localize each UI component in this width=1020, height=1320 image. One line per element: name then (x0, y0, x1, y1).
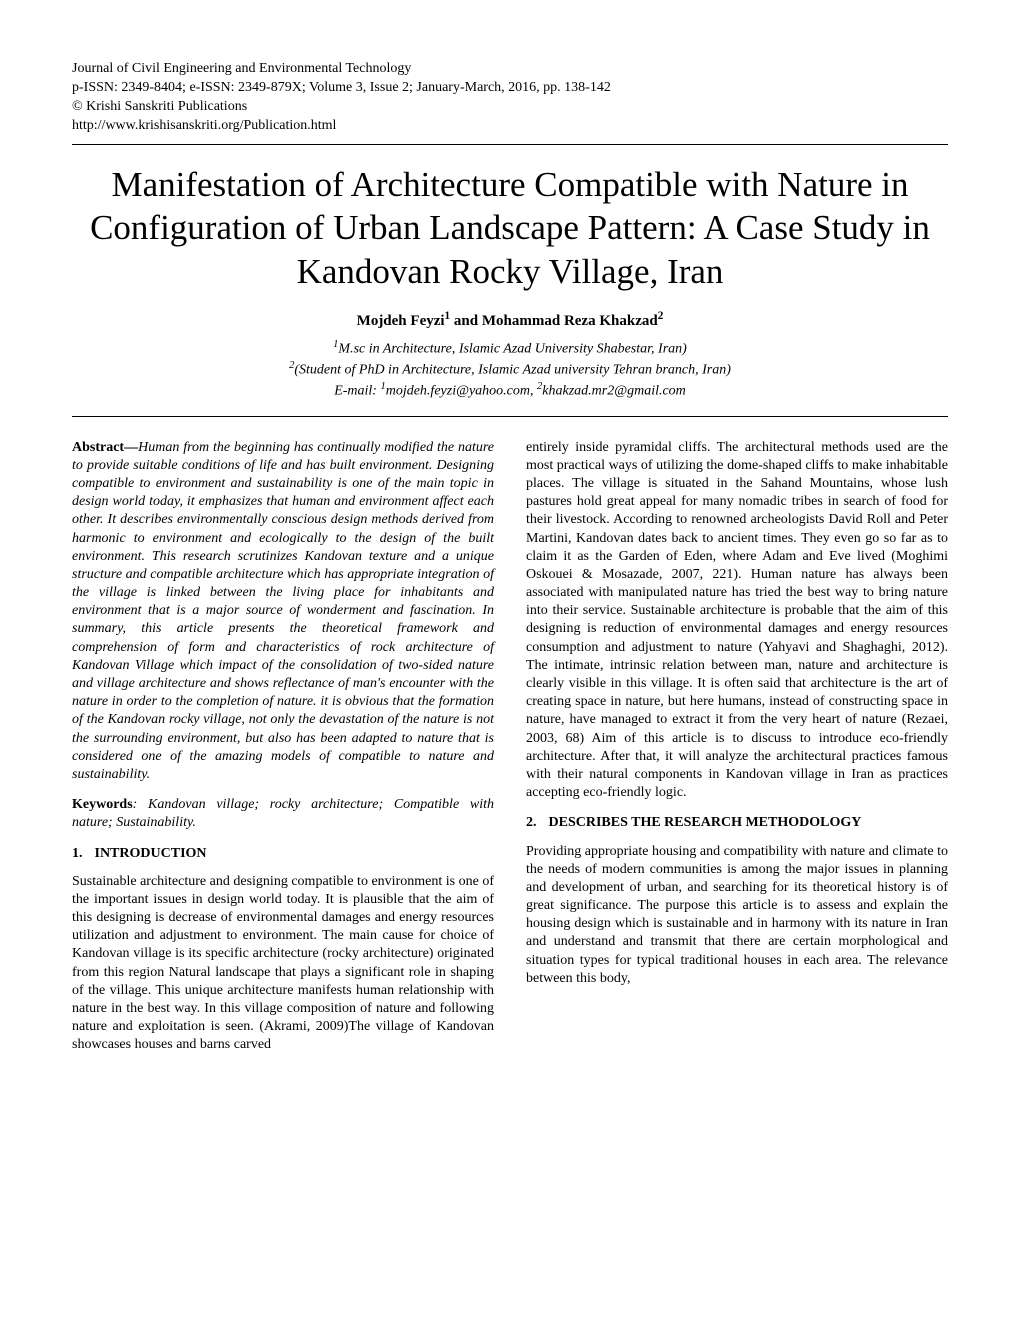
author-2-sup: 2 (658, 310, 664, 322)
methodology-para: Providing appropriate housing and compat… (526, 843, 948, 989)
affiliation-1-text: M.sc in Architecture, Islamic Azad Unive… (338, 341, 686, 356)
two-column-body: Abstract—Human from the beginning has co… (72, 439, 948, 1067)
section-2-num: 2. (526, 814, 537, 832)
affiliation-1: 1M.sc in Architecture, Islamic Azad Univ… (72, 338, 948, 359)
journal-header: Journal of Civil Engineering and Environ… (72, 60, 948, 136)
section-2-title: DESCRIBES THE RESEARCH METHODOLOGY (549, 815, 862, 830)
publication-url: http://www.krishisanskriti.org/Publicati… (72, 117, 948, 136)
authors-joiner: and (450, 313, 482, 329)
keywords-text: : Kandovan village; rocky architecture; … (72, 797, 494, 830)
section-1-title: INTRODUCTION (95, 846, 207, 861)
intro-para-right: entirely inside pyramidal cliffs. The ar… (526, 439, 948, 803)
email-1: mojdeh.feyzi@yahoo.com, (386, 384, 537, 399)
affiliation-2: 2(Student of PhD in Architecture, Islami… (72, 359, 948, 380)
abstract-paragraph: Abstract—Human from the beginning has co… (72, 439, 494, 785)
copyright-line: © Krishi Sanskriti Publications (72, 98, 948, 117)
title-rule (72, 416, 948, 417)
section-1-num: 1. (72, 845, 83, 863)
email-2: khakzad.mr2@gmail.com (542, 384, 686, 399)
affiliations-block: 1M.sc in Architecture, Islamic Azad Univ… (72, 338, 948, 402)
header-rule (72, 144, 948, 145)
abstract-label: Abstract— (72, 440, 138, 455)
authors-line: Mojdeh Feyzi1 and Mohammad Reza Khakzad2 (72, 310, 948, 330)
right-column: entirely inside pyramidal cliffs. The ar… (526, 439, 948, 1067)
section-2-heading: 2. DESCRIBES THE RESEARCH METHODOLOGY (526, 814, 948, 832)
author-1-name: Mojdeh Feyzi (357, 313, 445, 329)
email-line: E-mail: 1mojdeh.feyzi@yahoo.com, 2khakza… (72, 380, 948, 401)
keywords-label: Keywords (72, 797, 133, 812)
affiliation-2-text: (Student of PhD in Architecture, Islamic… (294, 363, 731, 378)
abstract-text: Human from the beginning has continually… (72, 440, 494, 782)
intro-para-left: Sustainable architecture and designing c… (72, 873, 494, 1055)
paper-title: Manifestation of Architecture Compatible… (72, 163, 948, 294)
journal-name: Journal of Civil Engineering and Environ… (72, 60, 948, 79)
keywords-paragraph: Keywords: Kandovan village; rocky archit… (72, 796, 494, 832)
issn-line: p-ISSN: 2349-8404; e-ISSN: 2349-879X; Vo… (72, 79, 948, 98)
section-1-heading: 1. INTRODUCTION (72, 845, 494, 863)
email-label: E-mail: (334, 384, 380, 399)
left-column: Abstract—Human from the beginning has co… (72, 439, 494, 1067)
author-2-name: Mohammad Reza Khakzad (482, 313, 658, 329)
